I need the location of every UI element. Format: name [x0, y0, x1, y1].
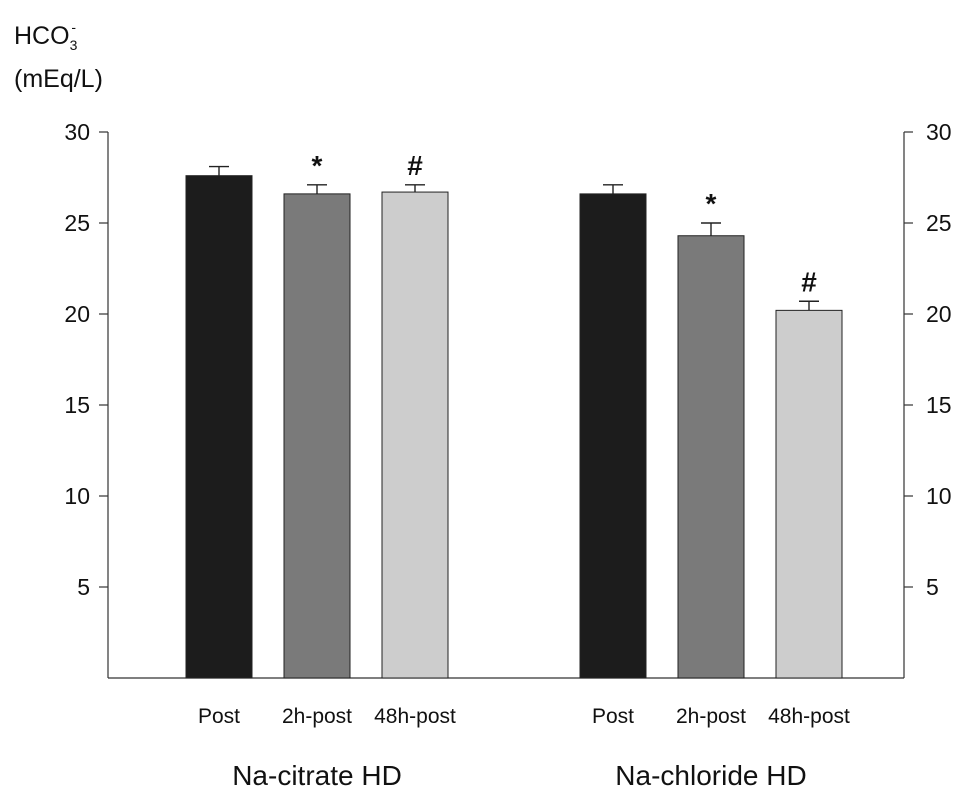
y-tick-label-left: 15: [64, 392, 90, 418]
x-tick-label: Post: [592, 705, 634, 728]
y-axis-label-line2: (mEq/L): [14, 65, 103, 93]
x-tick-label: 48h-post: [768, 705, 850, 728]
bar: [381, 191, 449, 679]
group-label: Na-citrate HD: [232, 760, 402, 790]
significance-marker: *: [706, 188, 717, 219]
significance-marker: *: [312, 150, 323, 181]
y-tick-label-right: 25: [926, 210, 952, 236]
bar: [775, 309, 843, 679]
y-tick-label-right: 30: [926, 119, 952, 145]
y-tick-label-left: 5: [77, 574, 90, 600]
y-tick-label-right: 5: [926, 574, 939, 600]
x-tick-label: 2h-post: [282, 705, 352, 728]
significance-marker: #: [801, 266, 817, 297]
x-tick-label: Post: [198, 705, 240, 728]
bar: [677, 235, 745, 679]
y-tick-label-left: 10: [64, 483, 90, 509]
bar: [185, 175, 253, 679]
y-tick-label-left: 20: [64, 301, 90, 327]
y-axis-label: HCO3- (mEq/L): [14, 10, 103, 96]
y-tick-label-right: 10: [926, 483, 952, 509]
bar: [283, 193, 351, 679]
x-tick-label: 48h-post: [374, 705, 456, 728]
y-tick-label-left: 30: [64, 119, 90, 145]
y-tick-label-right: 15: [926, 392, 952, 418]
group-label: Na-chloride HD: [615, 760, 806, 790]
significance-marker: #: [407, 150, 423, 181]
bar: [579, 193, 647, 679]
y-tick-label-left: 25: [64, 210, 90, 236]
y-tick-label-right: 20: [926, 301, 952, 327]
x-tick-label: 2h-post: [676, 705, 746, 728]
y-axis-label-line1: HCO3-: [14, 19, 78, 53]
